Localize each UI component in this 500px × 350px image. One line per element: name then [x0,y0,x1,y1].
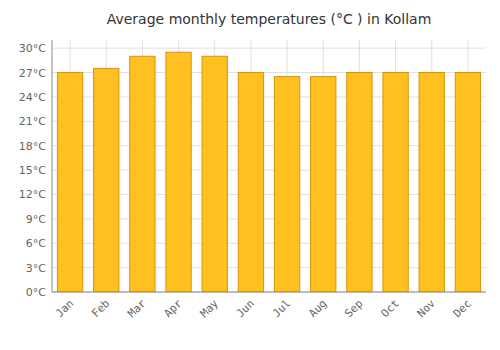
x-tick-label: Feb [89,297,112,320]
bar [94,68,119,292]
bars [57,52,480,292]
y-tick-label: 12°C [19,188,46,201]
x-tick-label: Oct [378,297,401,320]
bar [57,73,82,292]
y-tick-label: 3°C [26,262,46,275]
x-tick-label: Nov [415,297,439,321]
y-tick-label: 24°C [19,91,46,104]
y-tick-label: 18°C [19,140,46,153]
bar [202,56,227,292]
x-tick-label: Mar [125,297,149,321]
y-tick-label: 15°C [19,164,46,177]
chart-container: Average monthly temperatures (°C ) in Ko… [0,0,500,350]
y-tick-label: 21°C [19,115,46,128]
y-tick-label: 27°C [19,67,46,80]
grid [52,40,486,292]
bar [166,52,191,292]
y-grid-line [52,292,486,293]
x-tick-label: Jul [270,297,293,320]
bar [311,77,336,292]
y-tick-label: 9°C [26,213,46,226]
bar [130,56,155,292]
y-tick-label: 6°C [26,237,46,250]
bar [347,73,372,292]
x-tick-label: Jan [53,297,76,320]
bar [274,77,299,292]
bar [238,73,263,292]
y-grid-line [52,48,486,49]
title: Average monthly temperatures (°C ) in Ko… [107,11,432,27]
y-tick-label: 0°C [26,286,46,299]
bar [455,73,480,292]
chart: Average monthly temperatures (°C ) in Ko… [0,0,500,350]
x-axis-line [52,292,486,293]
x-tick-label: May [198,297,222,321]
y-axis-line [52,40,53,292]
x-tick-label: Aug [306,297,329,320]
bar [419,73,444,292]
x-tick-label: Jun [234,297,257,320]
bar [383,73,408,292]
x-tick-label: Sep [342,297,365,320]
x-tick-label: Dec [451,297,474,320]
y-tick-label: 30°C [19,42,46,55]
x-tick-label: Apr [161,297,185,321]
